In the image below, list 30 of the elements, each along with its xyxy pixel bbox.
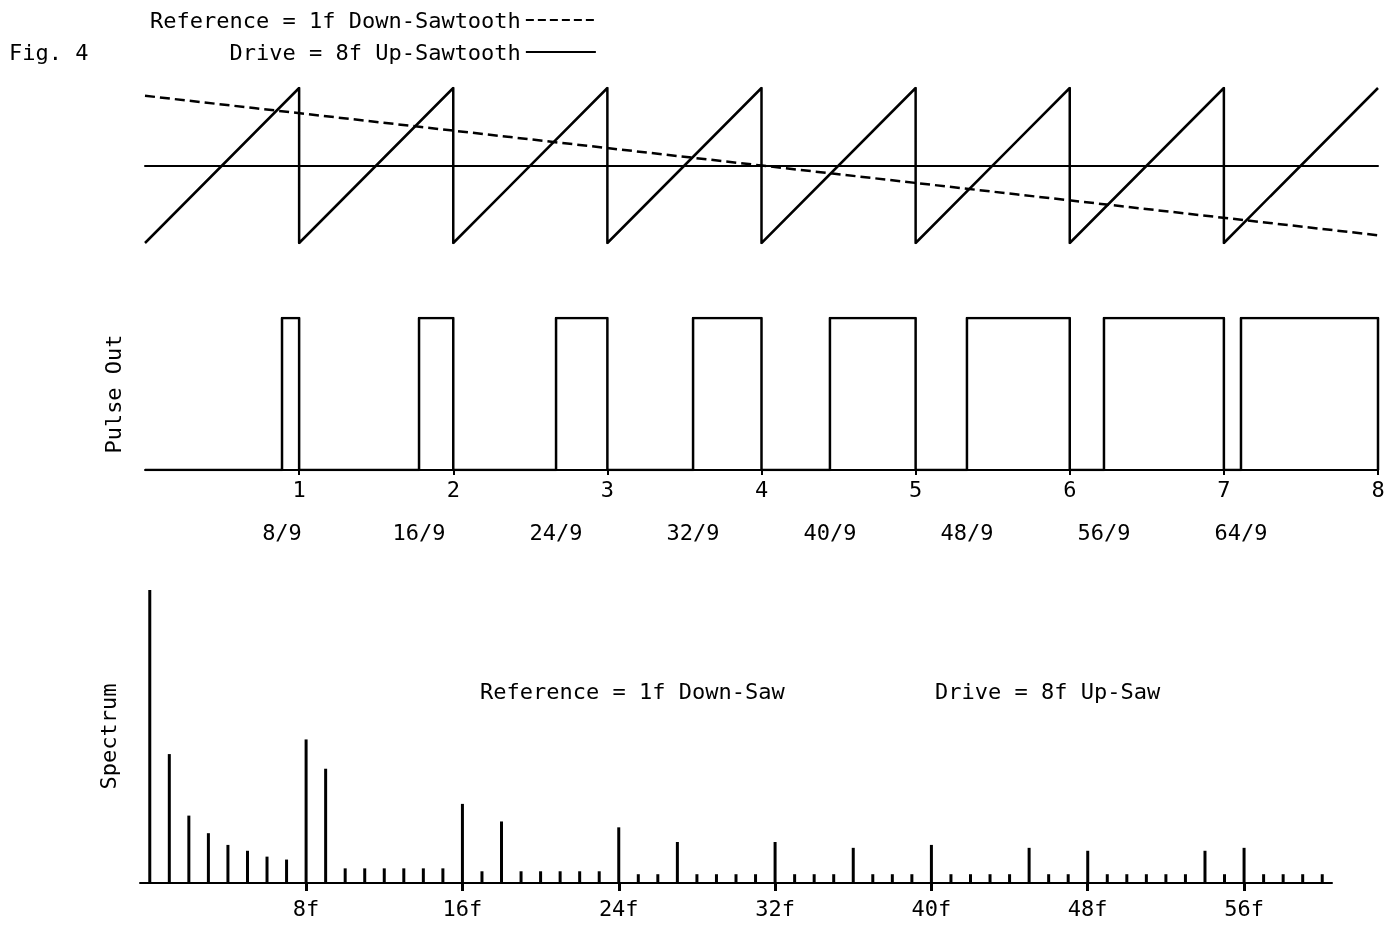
annotation: Reference = 1f Down-Saw xyxy=(480,678,786,704)
x-tick-label: 48f xyxy=(1067,895,1108,921)
x-tick-label: 4 xyxy=(754,476,769,502)
annotation: Drive = 8f Up-Saw xyxy=(935,678,1161,704)
x-tick-label: 5 xyxy=(909,476,923,502)
x-tick-label: 40f xyxy=(911,895,952,921)
x-tick-label: 3 xyxy=(600,476,614,502)
text: 64/9 xyxy=(1214,519,1268,545)
text: 32/9 xyxy=(666,519,720,545)
text: 8/9 xyxy=(262,519,302,545)
text: 24/9 xyxy=(529,519,583,545)
chart-title: Fig. 4 xyxy=(9,39,89,65)
text: 56/9 xyxy=(1077,519,1131,545)
x-tick-label: 16f xyxy=(442,895,483,921)
x-tick-label: 6 xyxy=(1063,476,1077,502)
x-tick-label: 1 xyxy=(292,476,306,502)
x-tick-label: 24f xyxy=(598,895,639,921)
legend-label: Reference = 1f Down-Sawtooth xyxy=(149,7,521,33)
x-tick-label: 8 xyxy=(1371,476,1385,502)
x-tick-label: 7 xyxy=(1217,476,1231,502)
x-tick-label: 56f xyxy=(1224,895,1264,921)
y-axis-title: Spectrum xyxy=(95,683,121,790)
text: 40/9 xyxy=(803,519,857,545)
x-tick-label: 32f xyxy=(755,895,795,921)
y-axis-title: Pulse Out xyxy=(100,334,126,454)
text: 48/9 xyxy=(940,519,994,545)
x-tick-label: 8f xyxy=(292,895,320,921)
legend-label: Drive = 8f Up-Sawtooth xyxy=(229,39,521,65)
text: 16/9 xyxy=(392,519,446,545)
x-tick-label: 2 xyxy=(446,476,460,502)
